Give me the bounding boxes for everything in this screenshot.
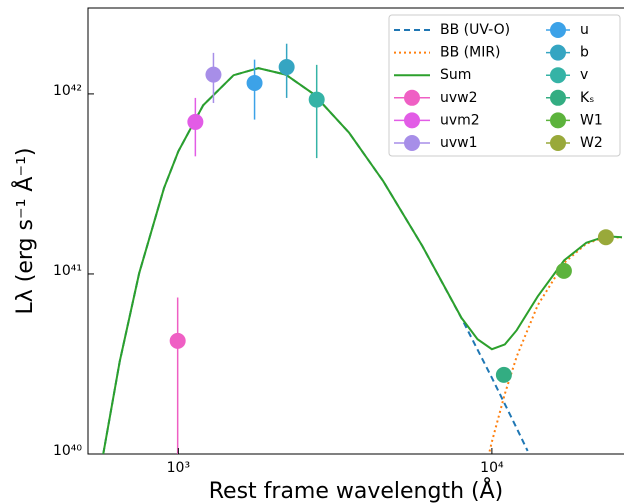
data-point xyxy=(187,113,204,130)
data-point xyxy=(555,262,572,279)
model-line xyxy=(102,67,623,454)
legend-label: u xyxy=(580,22,589,38)
data-point xyxy=(495,366,512,383)
y-axis-title: Lλ (erg s⁻¹ Å⁻¹) xyxy=(11,148,38,315)
x-tick-label: 10⁴ xyxy=(480,460,504,476)
legend-marker xyxy=(550,67,566,84)
plot-area xyxy=(102,43,623,454)
legend-label: uvw2 xyxy=(440,90,478,106)
data-point xyxy=(205,66,222,83)
data-point xyxy=(278,59,295,76)
legend-marker xyxy=(550,22,566,38)
x-tick-label: 10³ xyxy=(167,460,190,476)
data-point xyxy=(308,91,325,108)
legend-label: Sum xyxy=(440,67,471,83)
model-line xyxy=(487,235,623,454)
legend-marker xyxy=(404,89,420,106)
legend-marker xyxy=(550,44,566,61)
y-tick-label: 10⁴¹ xyxy=(53,263,82,279)
legend-label: W2 xyxy=(580,135,603,151)
y-tick-label: 10⁴⁰ xyxy=(53,443,82,459)
legend-marker xyxy=(404,112,420,129)
legend-label: Kₛ xyxy=(580,90,594,106)
y-tick-label: 10⁴² xyxy=(53,83,82,99)
data-point xyxy=(246,74,263,91)
legend-marker xyxy=(404,135,420,151)
legend-label: b xyxy=(580,45,589,61)
legend-label: BB (MIR) xyxy=(440,45,501,61)
legend-label: v xyxy=(580,67,588,83)
plot-frame xyxy=(87,7,624,455)
legend-marker xyxy=(550,89,566,106)
legend-label: uvm2 xyxy=(440,112,480,128)
legend-marker xyxy=(550,135,566,151)
x-axis-title: Rest frame wavelength (Å) xyxy=(209,477,504,503)
data-point xyxy=(169,332,186,349)
legend-label: BB (UV-O) xyxy=(440,22,510,38)
data-point xyxy=(597,229,614,246)
legend-marker xyxy=(550,112,566,129)
legend-label: W1 xyxy=(580,112,603,128)
legend-label: uvw1 xyxy=(440,135,478,151)
